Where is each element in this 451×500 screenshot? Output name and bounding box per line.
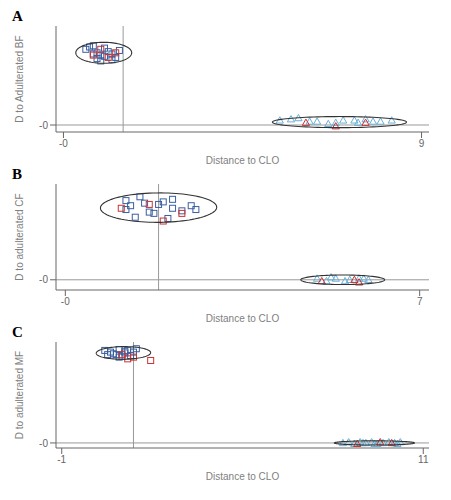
- html-text:B: B: [12, 166, 22, 182]
- svg-text:-0: -0: [61, 296, 70, 307]
- svg-text:Distance to CLO: Distance to CLO: [206, 471, 280, 482]
- svg-text:-0: -0: [39, 120, 48, 131]
- svg-text:-0: -0: [59, 138, 68, 149]
- html-text:A: A: [12, 8, 23, 24]
- svg-text:D to adulterated CF: D to adulterated CF: [14, 193, 25, 280]
- svg-text:Distance to CLO: Distance to CLO: [206, 155, 280, 166]
- svg-text:-0: -0: [39, 274, 48, 285]
- svg-text:11: 11: [418, 454, 429, 465]
- svg-text:D to Adulterated BF: D to Adulterated BF: [14, 35, 25, 122]
- svg-text:-1: -1: [57, 454, 66, 465]
- html-text:C: C: [12, 324, 23, 340]
- svg-text:7: 7: [417, 296, 423, 307]
- svg-text:9: 9: [419, 138, 425, 149]
- svg-text:D to adulterated MF: D to adulterated MF: [14, 351, 25, 439]
- svg-text:Distance to CLO: Distance to CLO: [206, 313, 280, 324]
- svg-text:-0: -0: [39, 438, 48, 449]
